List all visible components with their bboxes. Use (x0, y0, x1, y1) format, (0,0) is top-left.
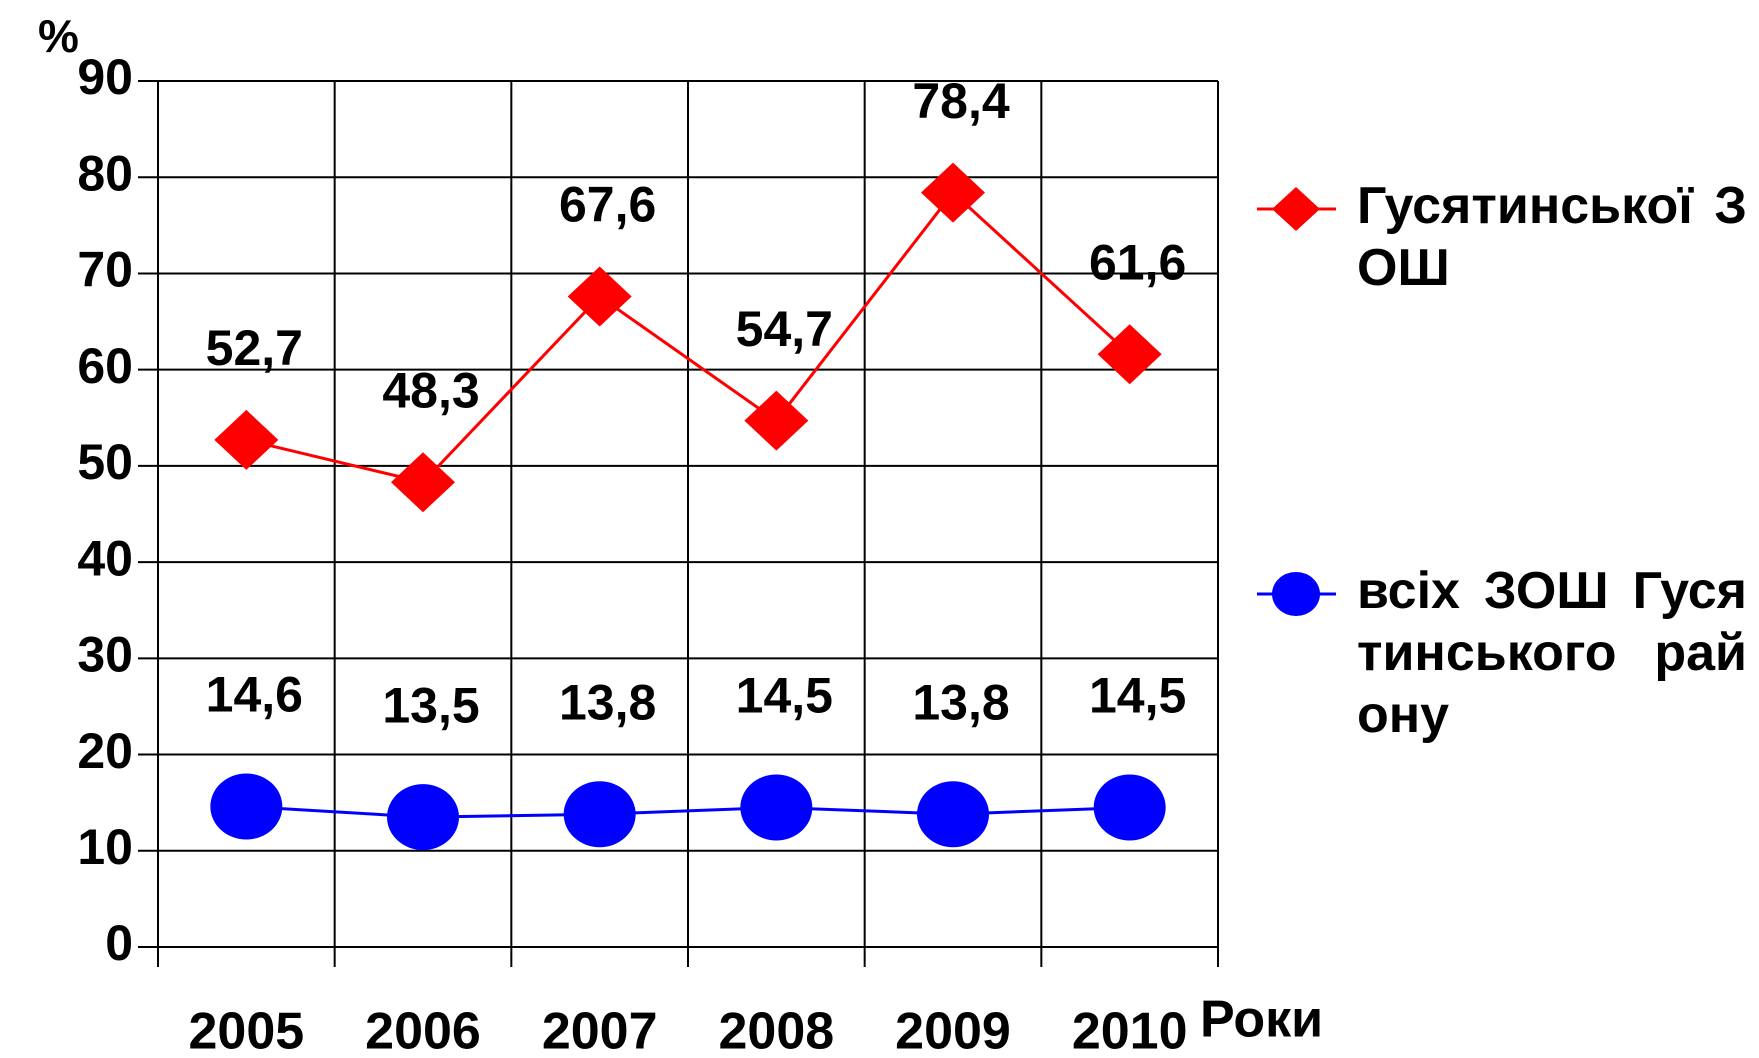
y-tick-label: 40 (77, 530, 133, 586)
data-label: 14,5 (736, 668, 833, 724)
x-tick-label: 2010 (1072, 1003, 1188, 1058)
x-tick-label: 2005 (188, 1003, 304, 1058)
data-label: 54,7 (736, 301, 833, 357)
legend-marker (1272, 187, 1320, 231)
data-label: 67,6 (559, 177, 656, 233)
marker (563, 781, 636, 848)
y-tick-label: 60 (77, 338, 133, 394)
x-tick-label: 2007 (542, 1003, 658, 1058)
marker (1097, 324, 1162, 385)
data-label: 14,5 (1089, 668, 1186, 724)
y-tick-label: 80 (77, 145, 133, 201)
y-tick-label: 30 (77, 627, 133, 683)
y-tick-label: 10 (77, 819, 133, 875)
y-axis-label: % (38, 10, 79, 62)
x-tick-label: 2009 (895, 1003, 1011, 1058)
data-label: 52,7 (206, 320, 303, 376)
data-label: 48,3 (382, 362, 479, 418)
marker (921, 162, 985, 223)
marker (1093, 774, 1166, 841)
y-tick-label: 70 (77, 242, 133, 298)
legend-label: всіх ЗОШ Гусятинського району (1357, 562, 1747, 744)
marker (210, 773, 283, 840)
x-axis-label: Роки (1200, 991, 1323, 1049)
marker (917, 781, 989, 848)
data-label: 78,4 (912, 73, 1010, 129)
marker (387, 784, 459, 851)
data-label: 61,6 (1089, 234, 1186, 290)
marker (567, 266, 632, 327)
marker (744, 390, 809, 451)
x-tick-label: 2008 (718, 1003, 834, 1058)
marker (740, 774, 813, 841)
marker (391, 452, 455, 513)
series-line (245, 190, 1131, 484)
data-label: 13,8 (912, 674, 1009, 730)
legend-label: Гусятинської ЗОШ (1357, 177, 1747, 297)
y-tick-label: 0 (105, 915, 133, 971)
y-tick-label: 50 (77, 434, 133, 490)
data-label: 14,6 (206, 667, 303, 723)
data-label: 13,8 (559, 674, 656, 730)
legend-marker (1272, 572, 1320, 616)
y-tick-label: 90 (77, 49, 133, 105)
data-label: 13,5 (382, 677, 479, 733)
y-tick-label: 20 (77, 723, 133, 779)
marker (214, 409, 279, 470)
x-tick-label: 2006 (365, 1003, 481, 1058)
